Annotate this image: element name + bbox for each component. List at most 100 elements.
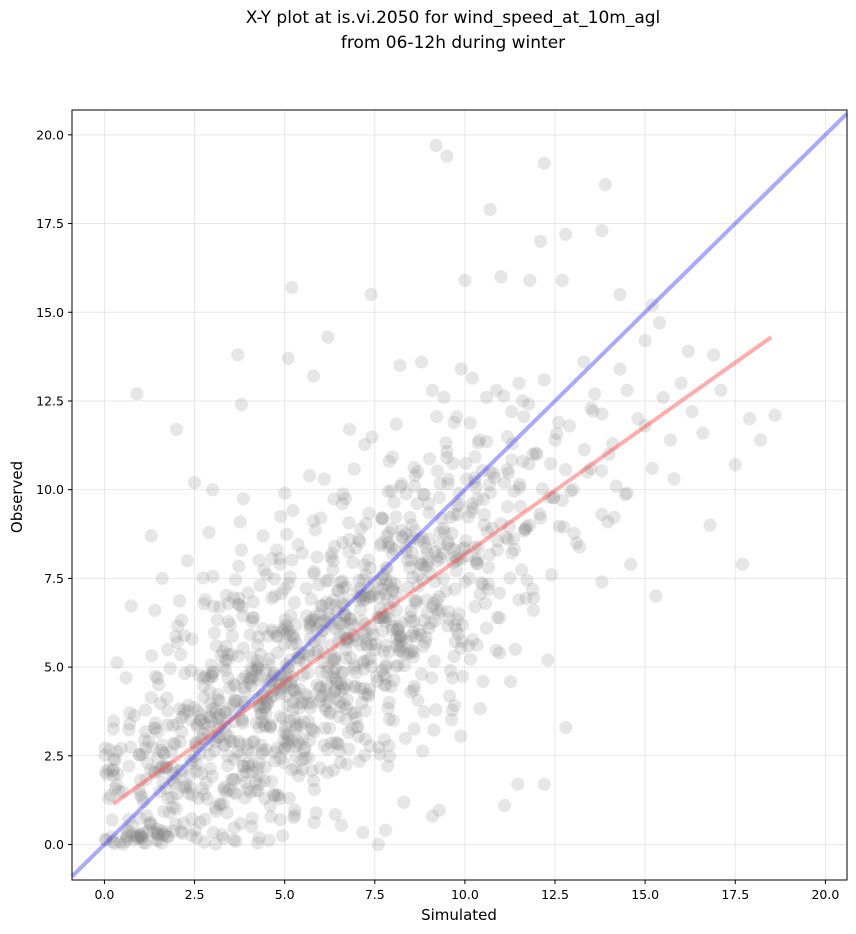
scatter-point bbox=[313, 761, 327, 775]
scatter-point bbox=[352, 730, 366, 744]
x-tick-label: 20.0 bbox=[811, 887, 839, 902]
scatter-point bbox=[387, 594, 401, 609]
scatter-point bbox=[361, 687, 375, 701]
scatter-point bbox=[399, 527, 413, 541]
scatter-point bbox=[380, 593, 394, 608]
scatter-point bbox=[166, 718, 180, 732]
scatter-point bbox=[305, 723, 319, 737]
scatter-point bbox=[232, 591, 246, 605]
scatter-point bbox=[199, 669, 213, 683]
scatter-point bbox=[505, 405, 519, 419]
scatter-point bbox=[259, 663, 273, 677]
scatter-point bbox=[448, 550, 462, 564]
scatter-point bbox=[185, 788, 200, 802]
scatter-point bbox=[303, 690, 317, 704]
scatter-point bbox=[530, 447, 544, 461]
scatter-point bbox=[261, 696, 275, 710]
scatter-point bbox=[316, 623, 330, 637]
scatter-point bbox=[326, 763, 341, 777]
scatter-point bbox=[218, 663, 233, 678]
scatter-point bbox=[302, 751, 316, 765]
scatter-point bbox=[347, 629, 362, 643]
scatter-point bbox=[305, 764, 319, 778]
scatter-point bbox=[461, 510, 475, 524]
scatter-point bbox=[204, 714, 219, 728]
scatter-point bbox=[463, 652, 477, 666]
scatter-point bbox=[138, 703, 153, 717]
scatter-point bbox=[333, 755, 347, 770]
scatter-point bbox=[113, 835, 127, 849]
scatter-point bbox=[177, 707, 191, 721]
scatter-point bbox=[242, 675, 256, 690]
scatter-point bbox=[425, 383, 440, 398]
scatter-point bbox=[501, 532, 515, 546]
scatter-point bbox=[289, 739, 303, 753]
scatter-point bbox=[394, 630, 408, 644]
scatter-point bbox=[161, 830, 175, 844]
scatter-point bbox=[239, 765, 253, 779]
scatter-point bbox=[228, 693, 243, 707]
scatter-point bbox=[336, 680, 350, 694]
scatter-point bbox=[221, 749, 235, 763]
scatter-point bbox=[513, 499, 528, 514]
y-tick-label: 10.0 bbox=[36, 482, 64, 497]
scatter-point bbox=[463, 416, 477, 430]
scatter-point bbox=[436, 546, 450, 561]
scatter-point bbox=[447, 415, 461, 429]
scatter-point bbox=[385, 522, 399, 536]
scatter-point bbox=[278, 679, 293, 693]
y-tick-label: 17.5 bbox=[36, 216, 64, 231]
scatter-point bbox=[273, 812, 287, 827]
scatter-point bbox=[493, 646, 507, 660]
scatter-point bbox=[335, 596, 349, 610]
scatter-point bbox=[340, 631, 355, 645]
scatter-point bbox=[649, 589, 663, 603]
scatter-point bbox=[166, 774, 180, 788]
scatter-point bbox=[226, 773, 240, 787]
scatter-point bbox=[534, 511, 548, 525]
scatter-point bbox=[379, 658, 393, 672]
scatter-point bbox=[154, 823, 169, 838]
y-tick-label: 5.0 bbox=[44, 660, 64, 675]
scatter-point bbox=[246, 735, 260, 749]
scatter-point bbox=[245, 614, 259, 628]
scatter-point bbox=[270, 543, 284, 557]
scatter-point bbox=[472, 433, 486, 447]
scatter-point bbox=[485, 521, 499, 535]
scatter-point bbox=[159, 761, 173, 775]
scatter-point bbox=[410, 496, 424, 511]
scatter-point bbox=[434, 603, 448, 617]
scatter-point bbox=[194, 713, 208, 727]
plot-frame bbox=[71, 109, 848, 881]
scatter-point bbox=[142, 824, 156, 838]
scatter-point bbox=[278, 669, 292, 684]
scatter-point bbox=[448, 618, 462, 632]
scatter-point bbox=[244, 650, 259, 664]
scatter-point bbox=[148, 722, 162, 736]
scatter-point bbox=[353, 582, 367, 596]
scatter-point bbox=[468, 471, 482, 485]
scatter-point bbox=[296, 695, 310, 710]
scatter-point bbox=[251, 784, 265, 798]
scatter-point bbox=[358, 704, 372, 718]
scatter-point bbox=[277, 756, 291, 770]
scatter-point bbox=[537, 777, 551, 791]
scatter-point bbox=[364, 287, 378, 302]
scatter-point bbox=[157, 804, 171, 818]
scatter-point bbox=[473, 587, 487, 601]
scatter-point bbox=[236, 492, 250, 506]
scatter-point bbox=[529, 446, 543, 460]
scatter-point bbox=[374, 611, 388, 625]
scatter-point bbox=[319, 683, 333, 697]
scatter-point bbox=[264, 690, 278, 704]
scatter-point bbox=[429, 138, 443, 153]
scatter-point bbox=[190, 720, 204, 734]
scatter-point bbox=[291, 690, 305, 704]
scatter-point bbox=[584, 401, 598, 415]
scatter-point bbox=[558, 463, 573, 477]
scatter-point bbox=[248, 784, 262, 798]
scatter-point bbox=[138, 836, 153, 850]
scatter-point bbox=[151, 751, 165, 765]
scatter-point bbox=[277, 621, 291, 635]
scatter-point bbox=[247, 611, 261, 625]
